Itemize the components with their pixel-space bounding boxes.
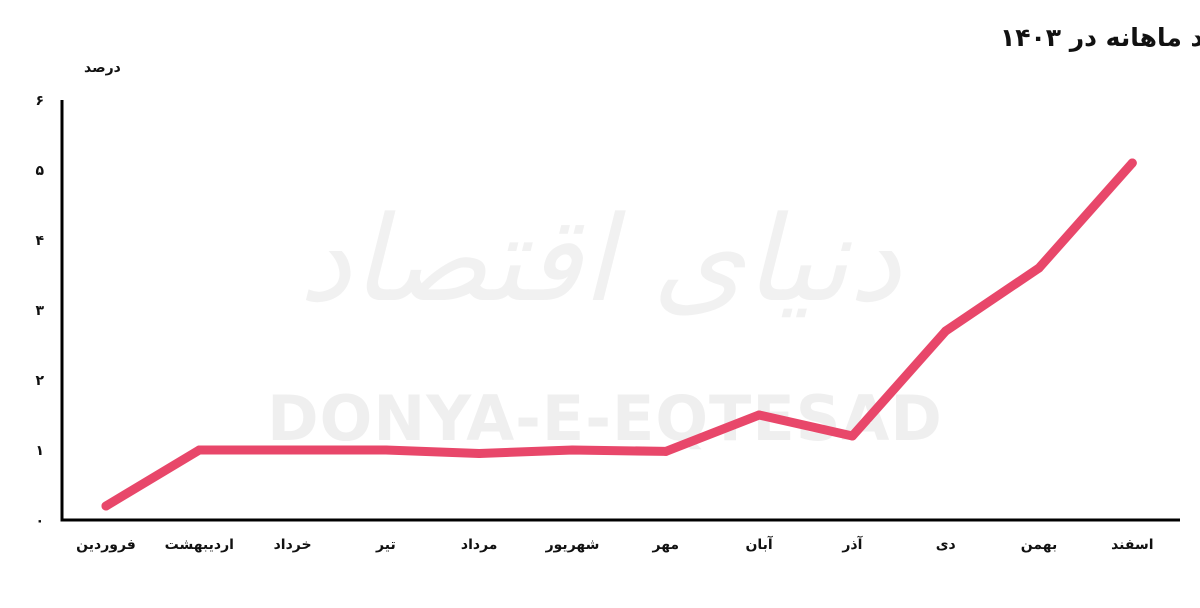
y-tick-label: ۰	[35, 513, 44, 529]
y-tick-label: ۱	[35, 443, 44, 459]
data-point	[1034, 263, 1044, 273]
x-tick-label: تیر	[375, 537, 396, 553]
data-point	[288, 445, 298, 455]
y-tick-label: ۳	[35, 303, 44, 319]
data-point	[941, 326, 951, 336]
data-point	[568, 445, 577, 455]
x-tick-label: خرداد	[274, 537, 312, 553]
y-tick-label: ۵	[35, 163, 44, 179]
data-point	[847, 431, 857, 441]
series-group	[101, 158, 1137, 511]
watermark: دنیای اقتصاد DONYA-E-EQTESAD	[267, 190, 943, 455]
x-tick-label: اسفند	[1111, 537, 1153, 553]
x-tick-label: فروردین	[76, 537, 136, 553]
y-axis-ticks: ۰ ۱ ۲ ۳ ۴ ۵ ۶	[35, 93, 44, 529]
y-tick-label: ۴	[35, 233, 44, 249]
axes	[60, 100, 1180, 522]
x-tick-label: آبان	[745, 535, 773, 553]
x-tick-label: مهر	[651, 537, 679, 553]
watermark-latin-text: DONYA-E-EQTESAD	[267, 382, 943, 455]
y-tick-label: ۶	[35, 93, 44, 109]
data-point	[474, 449, 484, 458]
data-point	[754, 410, 764, 420]
x-tick-label: اردیبهشت	[165, 537, 234, 553]
x-tick-label: مرداد	[461, 537, 498, 553]
x-axis-ticks: فروردین اردیبهشت خرداد تیر مرداد شهریور مهر آبا…	[76, 535, 1153, 553]
y-axis-unit-label: درصد	[84, 60, 121, 76]
y-tick-label: ۲	[35, 373, 44, 389]
series-line	[101, 158, 1137, 511]
data-point	[661, 446, 671, 456]
x-tick-label: دی	[936, 537, 956, 553]
x-tick-label: آذر	[841, 535, 863, 553]
data-point	[381, 445, 391, 455]
chart-title: تغییرات شاخص «قیمت پیشنهادی» آپارتمان در…	[1000, 22, 1200, 53]
x-tick-label: شهریور	[545, 537, 600, 553]
x-tick-label: بهمن	[1021, 537, 1057, 553]
watermark-persian-text: دنیای اقتصاد	[299, 190, 902, 328]
data-point	[101, 501, 111, 511]
data-point	[1127, 158, 1137, 168]
data-point	[194, 445, 204, 455]
